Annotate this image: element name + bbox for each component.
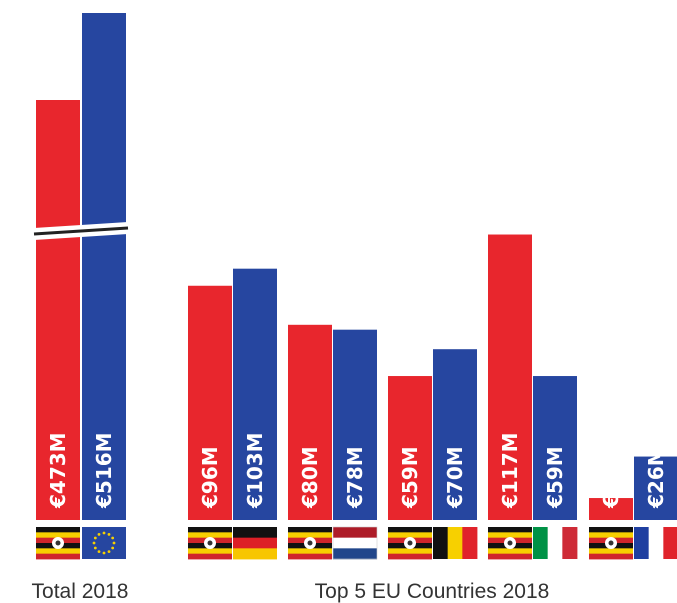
bar-france-label: €26M (644, 446, 668, 509)
countries-group-label: Top 5 EU Countries 2018 (315, 580, 550, 603)
uganda-flag-icon (488, 527, 532, 560)
bar-netherlands-label: €78M (343, 446, 367, 509)
bar-uganda-france-label: €9M (599, 460, 623, 509)
bar-uganda-italy-label: €117M (498, 432, 522, 509)
bar-uganda-netherlands (288, 324, 332, 520)
france-flag-icon (634, 527, 677, 559)
total-bar-uganda-label: €473M (46, 432, 70, 509)
total-group-label: Total 2018 (32, 580, 129, 603)
bar-uganda-netherlands-label: €80M (298, 446, 322, 509)
bar-italy (533, 376, 577, 520)
total-bar-eu (82, 13, 126, 520)
bar-italy-label: €59M (543, 446, 567, 509)
bar-uganda-germany (188, 285, 232, 520)
bar-uganda-france (589, 498, 633, 520)
bar-uganda-belgium-label: €59M (398, 446, 422, 509)
bar-germany (233, 268, 277, 520)
uganda-flag-icon (288, 527, 332, 560)
bars-layer: €473M €516M €96M €103M €80M €78M €59M €70M €117M… (33, 13, 677, 520)
bar-uganda-germany-label: €96M (198, 446, 222, 509)
bar-belgium (433, 349, 477, 520)
bar-belgium-label: €70M (443, 446, 467, 509)
total-bar-uganda (36, 100, 80, 520)
uganda-flag-icon (188, 527, 232, 560)
bar-france (634, 456, 677, 520)
uganda-flag-icon (589, 527, 633, 560)
bar-netherlands (333, 329, 377, 520)
uganda-flag-icon (36, 527, 80, 560)
bar-uganda-belgium (388, 376, 432, 520)
germany-flag-icon (233, 527, 277, 560)
axis-break-mark (33, 222, 129, 240)
belgium-flag-icon (433, 527, 478, 559)
bar-germany-label: €103M (243, 432, 267, 509)
italy-flag-icon (533, 527, 578, 559)
bar-uganda-italy (488, 234, 532, 520)
eu-flag-icon (82, 527, 126, 559)
total-bar-eu-label: €516M (92, 432, 116, 509)
uganda-flag-icon (388, 527, 432, 560)
flags-layer (36, 526, 677, 560)
netherlands-flag-icon (332, 526, 378, 560)
